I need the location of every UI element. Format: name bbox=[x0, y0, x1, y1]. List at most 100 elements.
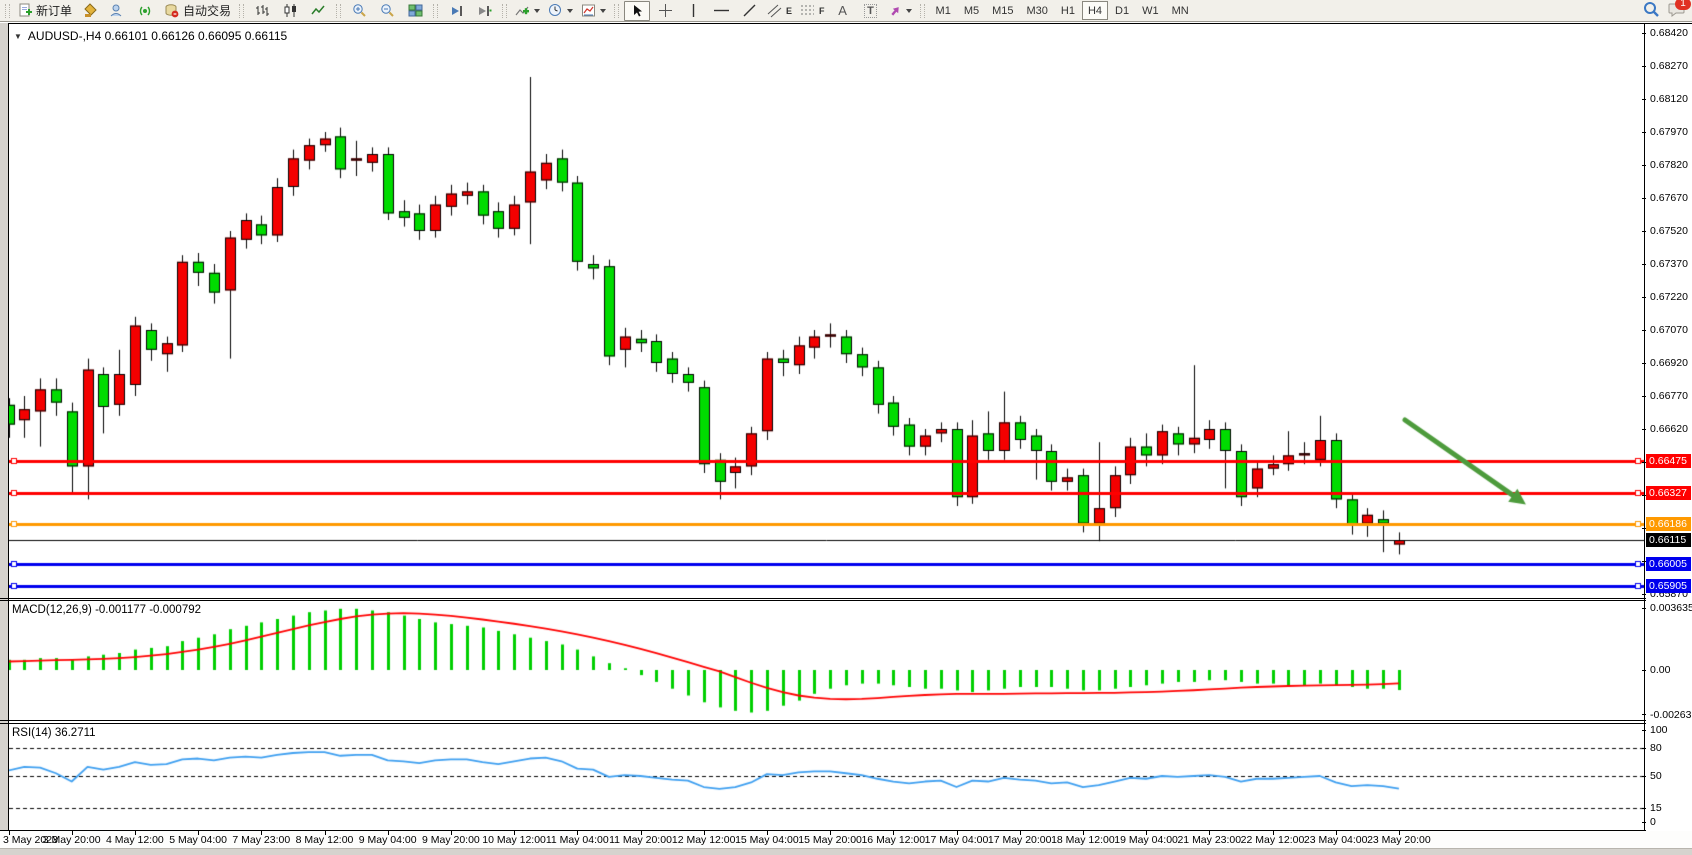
toolbar-grip[interactable] bbox=[5, 3, 10, 18]
trendline-tool-button[interactable] bbox=[736, 1, 762, 21]
price-tick-mark bbox=[1642, 164, 1646, 166]
zoom-out-button[interactable] bbox=[374, 1, 400, 21]
arrows-tool-button[interactable] bbox=[886, 1, 915, 21]
toolbar-grip[interactable] bbox=[433, 3, 439, 18]
toolbar-right: 1 bbox=[1643, 0, 1691, 18]
time-tick-label: 8 May 12:00 bbox=[295, 834, 354, 846]
rsi-tick-label: 50 bbox=[1650, 770, 1662, 782]
chevron-down-icon bbox=[567, 8, 574, 13]
fibonacci-letter: F bbox=[819, 5, 825, 16]
line-chart-button[interactable] bbox=[305, 1, 331, 21]
pane-divider[interactable] bbox=[0, 720, 1692, 721]
timeframe-m5[interactable]: M5 bbox=[963, 4, 980, 17]
price-tick-mark bbox=[1642, 395, 1646, 397]
horizontal-line-tool-button[interactable] bbox=[708, 1, 734, 21]
text-label-tool-button[interactable]: T bbox=[858, 1, 884, 21]
macd-tick-mark bbox=[1642, 607, 1646, 609]
toolbar-grip[interactable] bbox=[336, 3, 342, 18]
notification-badge: 1 bbox=[1675, 0, 1691, 10]
toolbar-grip[interactable] bbox=[502, 3, 508, 18]
pane-divider[interactable] bbox=[0, 723, 1692, 724]
timeframe-m15[interactable]: M15 bbox=[992, 4, 1014, 17]
crosshair-tool-button[interactable] bbox=[652, 1, 678, 21]
rsi-canvas[interactable] bbox=[9, 724, 1644, 829]
time-tick-mark bbox=[451, 831, 452, 835]
rsi-tick-mark bbox=[1642, 807, 1646, 809]
price-line-label: 0.66327 bbox=[1646, 486, 1691, 501]
time-tick-mark bbox=[577, 831, 578, 835]
pane-divider[interactable] bbox=[0, 600, 1692, 601]
collapse-icon[interactable]: ▼ bbox=[14, 31, 22, 41]
toolbar-grip[interactable] bbox=[239, 3, 245, 18]
rsi-tick-mark bbox=[1642, 729, 1646, 731]
price-tick-label: 0.67820 bbox=[1650, 159, 1688, 171]
timeframe-mn[interactable]: MN bbox=[1171, 4, 1189, 17]
main-chart-canvas[interactable] bbox=[9, 24, 1644, 598]
timeframe-h1[interactable]: H1 bbox=[1060, 4, 1075, 17]
signals-button[interactable] bbox=[133, 1, 159, 21]
styler-icon bbox=[83, 3, 98, 18]
window-left-edge bbox=[0, 23, 8, 848]
trendline-icon bbox=[742, 3, 757, 18]
channel-tool-button[interactable]: E bbox=[764, 1, 795, 21]
profiles-button[interactable] bbox=[105, 1, 131, 21]
price-tick-mark bbox=[1642, 428, 1646, 430]
autotrading-button[interactable]: 自动交易 bbox=[161, 1, 234, 21]
toolbar-grip[interactable] bbox=[919, 3, 925, 18]
price-tick-label: 0.68270 bbox=[1650, 60, 1688, 72]
search-icon[interactable] bbox=[1643, 1, 1660, 18]
rsi-tick-mark bbox=[1642, 747, 1646, 749]
time-tick-mark bbox=[198, 831, 199, 835]
cursor-tool-button[interactable] bbox=[624, 0, 651, 21]
time-tick-label: 12 May 12:00 bbox=[671, 834, 736, 846]
price-tick-label: 0.68420 bbox=[1650, 27, 1688, 39]
time-tick-label: 5 May 04:00 bbox=[169, 834, 227, 846]
price-tick-label: 0.67670 bbox=[1650, 192, 1688, 204]
bar-chart-button[interactable] bbox=[249, 1, 275, 21]
timeframe-h4[interactable]: H4 bbox=[1081, 1, 1109, 20]
styler-button[interactable] bbox=[77, 1, 103, 21]
price-line-label: 0.66475 bbox=[1646, 453, 1691, 468]
time-axis-border bbox=[0, 830, 1692, 831]
price-tick-mark bbox=[1642, 560, 1646, 562]
price-tick-label: 0.66920 bbox=[1650, 357, 1688, 369]
timeframe-d1[interactable]: D1 bbox=[1115, 4, 1130, 17]
macd-pane[interactable] bbox=[9, 601, 1644, 720]
timeframe-m30[interactable]: M30 bbox=[1026, 4, 1048, 17]
notifications-button[interactable]: 1 bbox=[1668, 0, 1691, 18]
text-tool-button[interactable]: A bbox=[830, 1, 856, 21]
new-order-button[interactable]: 新订单 bbox=[15, 1, 75, 21]
price-tick-label: 0.67220 bbox=[1650, 291, 1688, 303]
timeframe-m1[interactable]: M1 bbox=[935, 4, 951, 17]
price-line-label: 0.66186 bbox=[1646, 517, 1691, 532]
periods-button[interactable] bbox=[545, 1, 576, 21]
zoom-in-button[interactable] bbox=[346, 1, 372, 21]
rsi-pane[interactable] bbox=[9, 724, 1644, 829]
time-tick-mark bbox=[830, 831, 831, 835]
templates-button[interactable] bbox=[578, 1, 609, 21]
tile-windows-button[interactable] bbox=[402, 1, 428, 21]
pane-divider[interactable] bbox=[0, 598, 1692, 599]
timeframe-w1[interactable]: W1 bbox=[1142, 4, 1159, 17]
vertical-line-tool-button[interactable] bbox=[680, 1, 706, 21]
candlestick-chart-button[interactable] bbox=[277, 1, 303, 21]
price-line-label: 0.66005 bbox=[1646, 557, 1691, 572]
indicators-button[interactable] bbox=[512, 1, 543, 21]
rsi-tick-mark bbox=[1642, 775, 1646, 777]
auto-scroll-button[interactable] bbox=[443, 1, 469, 21]
main-chart-pane[interactable] bbox=[9, 24, 1644, 598]
price-tick-mark bbox=[1642, 263, 1646, 265]
rsi-tick-label: 15 bbox=[1650, 802, 1662, 815]
time-tick-mark bbox=[1083, 831, 1084, 835]
toolbar-grip[interactable] bbox=[614, 3, 620, 18]
price-axis-border bbox=[1644, 24, 1645, 831]
chart-shift-button[interactable] bbox=[471, 1, 497, 21]
symbol-title[interactable]: ▼ AUDUSD-,H4 0.66101 0.66126 0.66095 0.6… bbox=[14, 29, 287, 43]
macd-canvas[interactable] bbox=[9, 601, 1644, 720]
templates-icon bbox=[581, 3, 596, 18]
time-tick-label: 15 May 20:00 bbox=[798, 834, 862, 846]
price-tick-mark bbox=[1642, 197, 1646, 199]
fibonacci-tool-button[interactable]: F bbox=[797, 1, 828, 21]
fibonacci-icon bbox=[800, 3, 816, 18]
